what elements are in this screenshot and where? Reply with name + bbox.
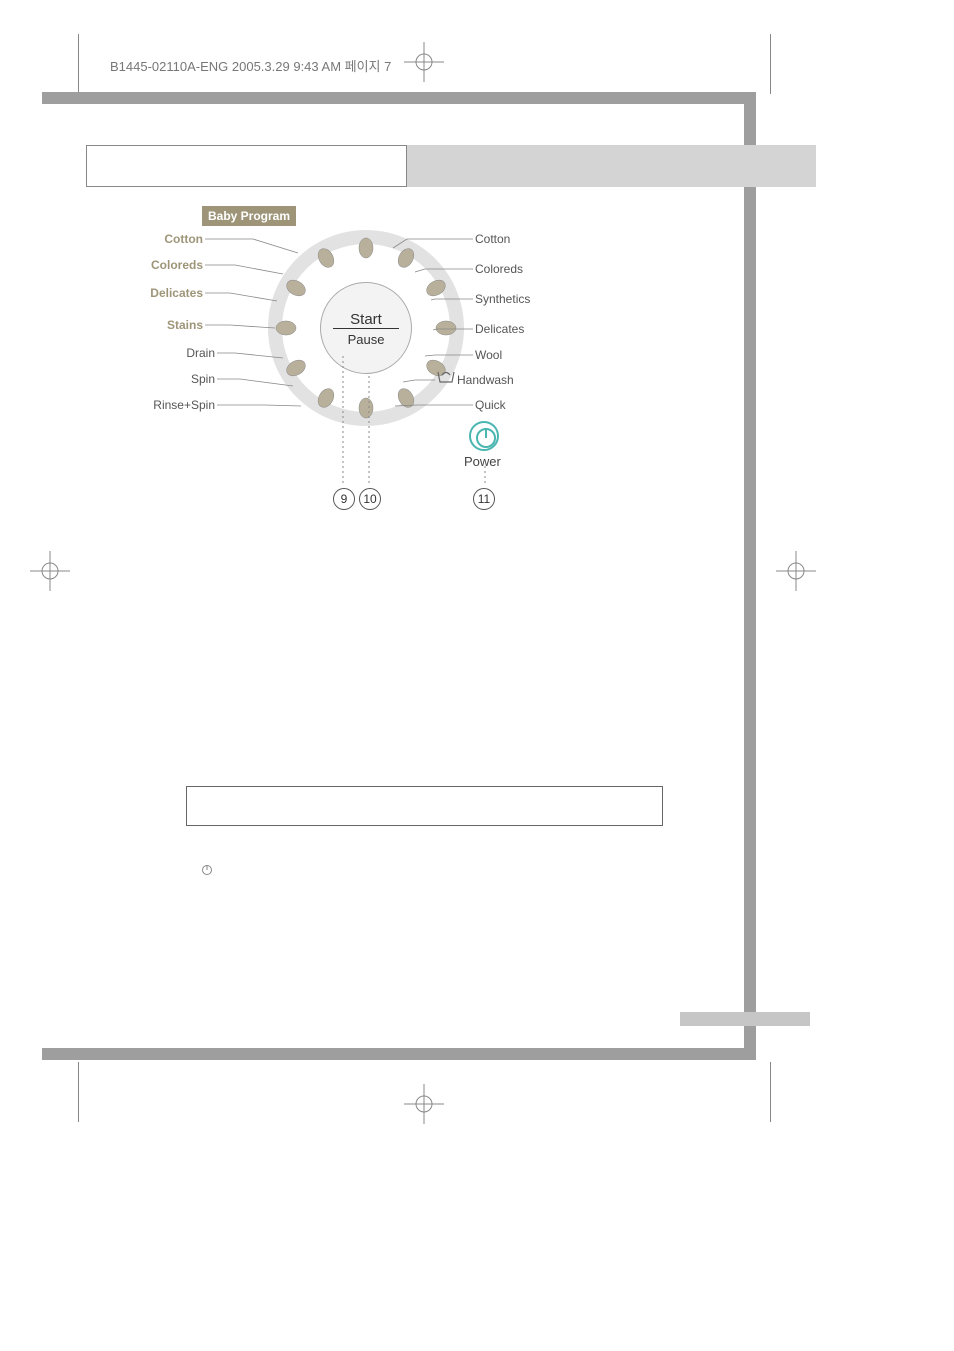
header-filename: B1445-02110A-ENG 2005.3.29 9:43 AM 페이지 7: [110, 56, 391, 75]
trim-line: [770, 1062, 771, 1122]
frame-tab: [680, 1012, 810, 1026]
frame-bottom: [42, 1048, 754, 1060]
power-icon-small: [201, 863, 213, 875]
frame-top: [42, 92, 754, 104]
note-box: [186, 786, 663, 826]
dial-diagram: Baby Program Start Pause: [205, 206, 515, 536]
page: B1445-02110A-ENG 2005.3.29 9:43 AM 페이지 7…: [0, 0, 954, 1351]
callout-11: 11: [473, 488, 495, 510]
title-box: [86, 145, 407, 187]
trim-line: [78, 1062, 79, 1122]
crop-mark-bottom: [404, 1084, 444, 1124]
frame-right: [744, 92, 756, 1060]
crop-mark-top: [404, 42, 444, 82]
crop-mark-right: [776, 551, 816, 591]
trim-line: [770, 34, 771, 94]
callout-10: 10: [359, 488, 381, 510]
trim-line: [78, 34, 79, 94]
callout-9: 9: [333, 488, 355, 510]
crop-mark-left: [30, 551, 70, 591]
power-button[interactable]: [469, 421, 499, 451]
power-label: Power: [464, 454, 501, 469]
